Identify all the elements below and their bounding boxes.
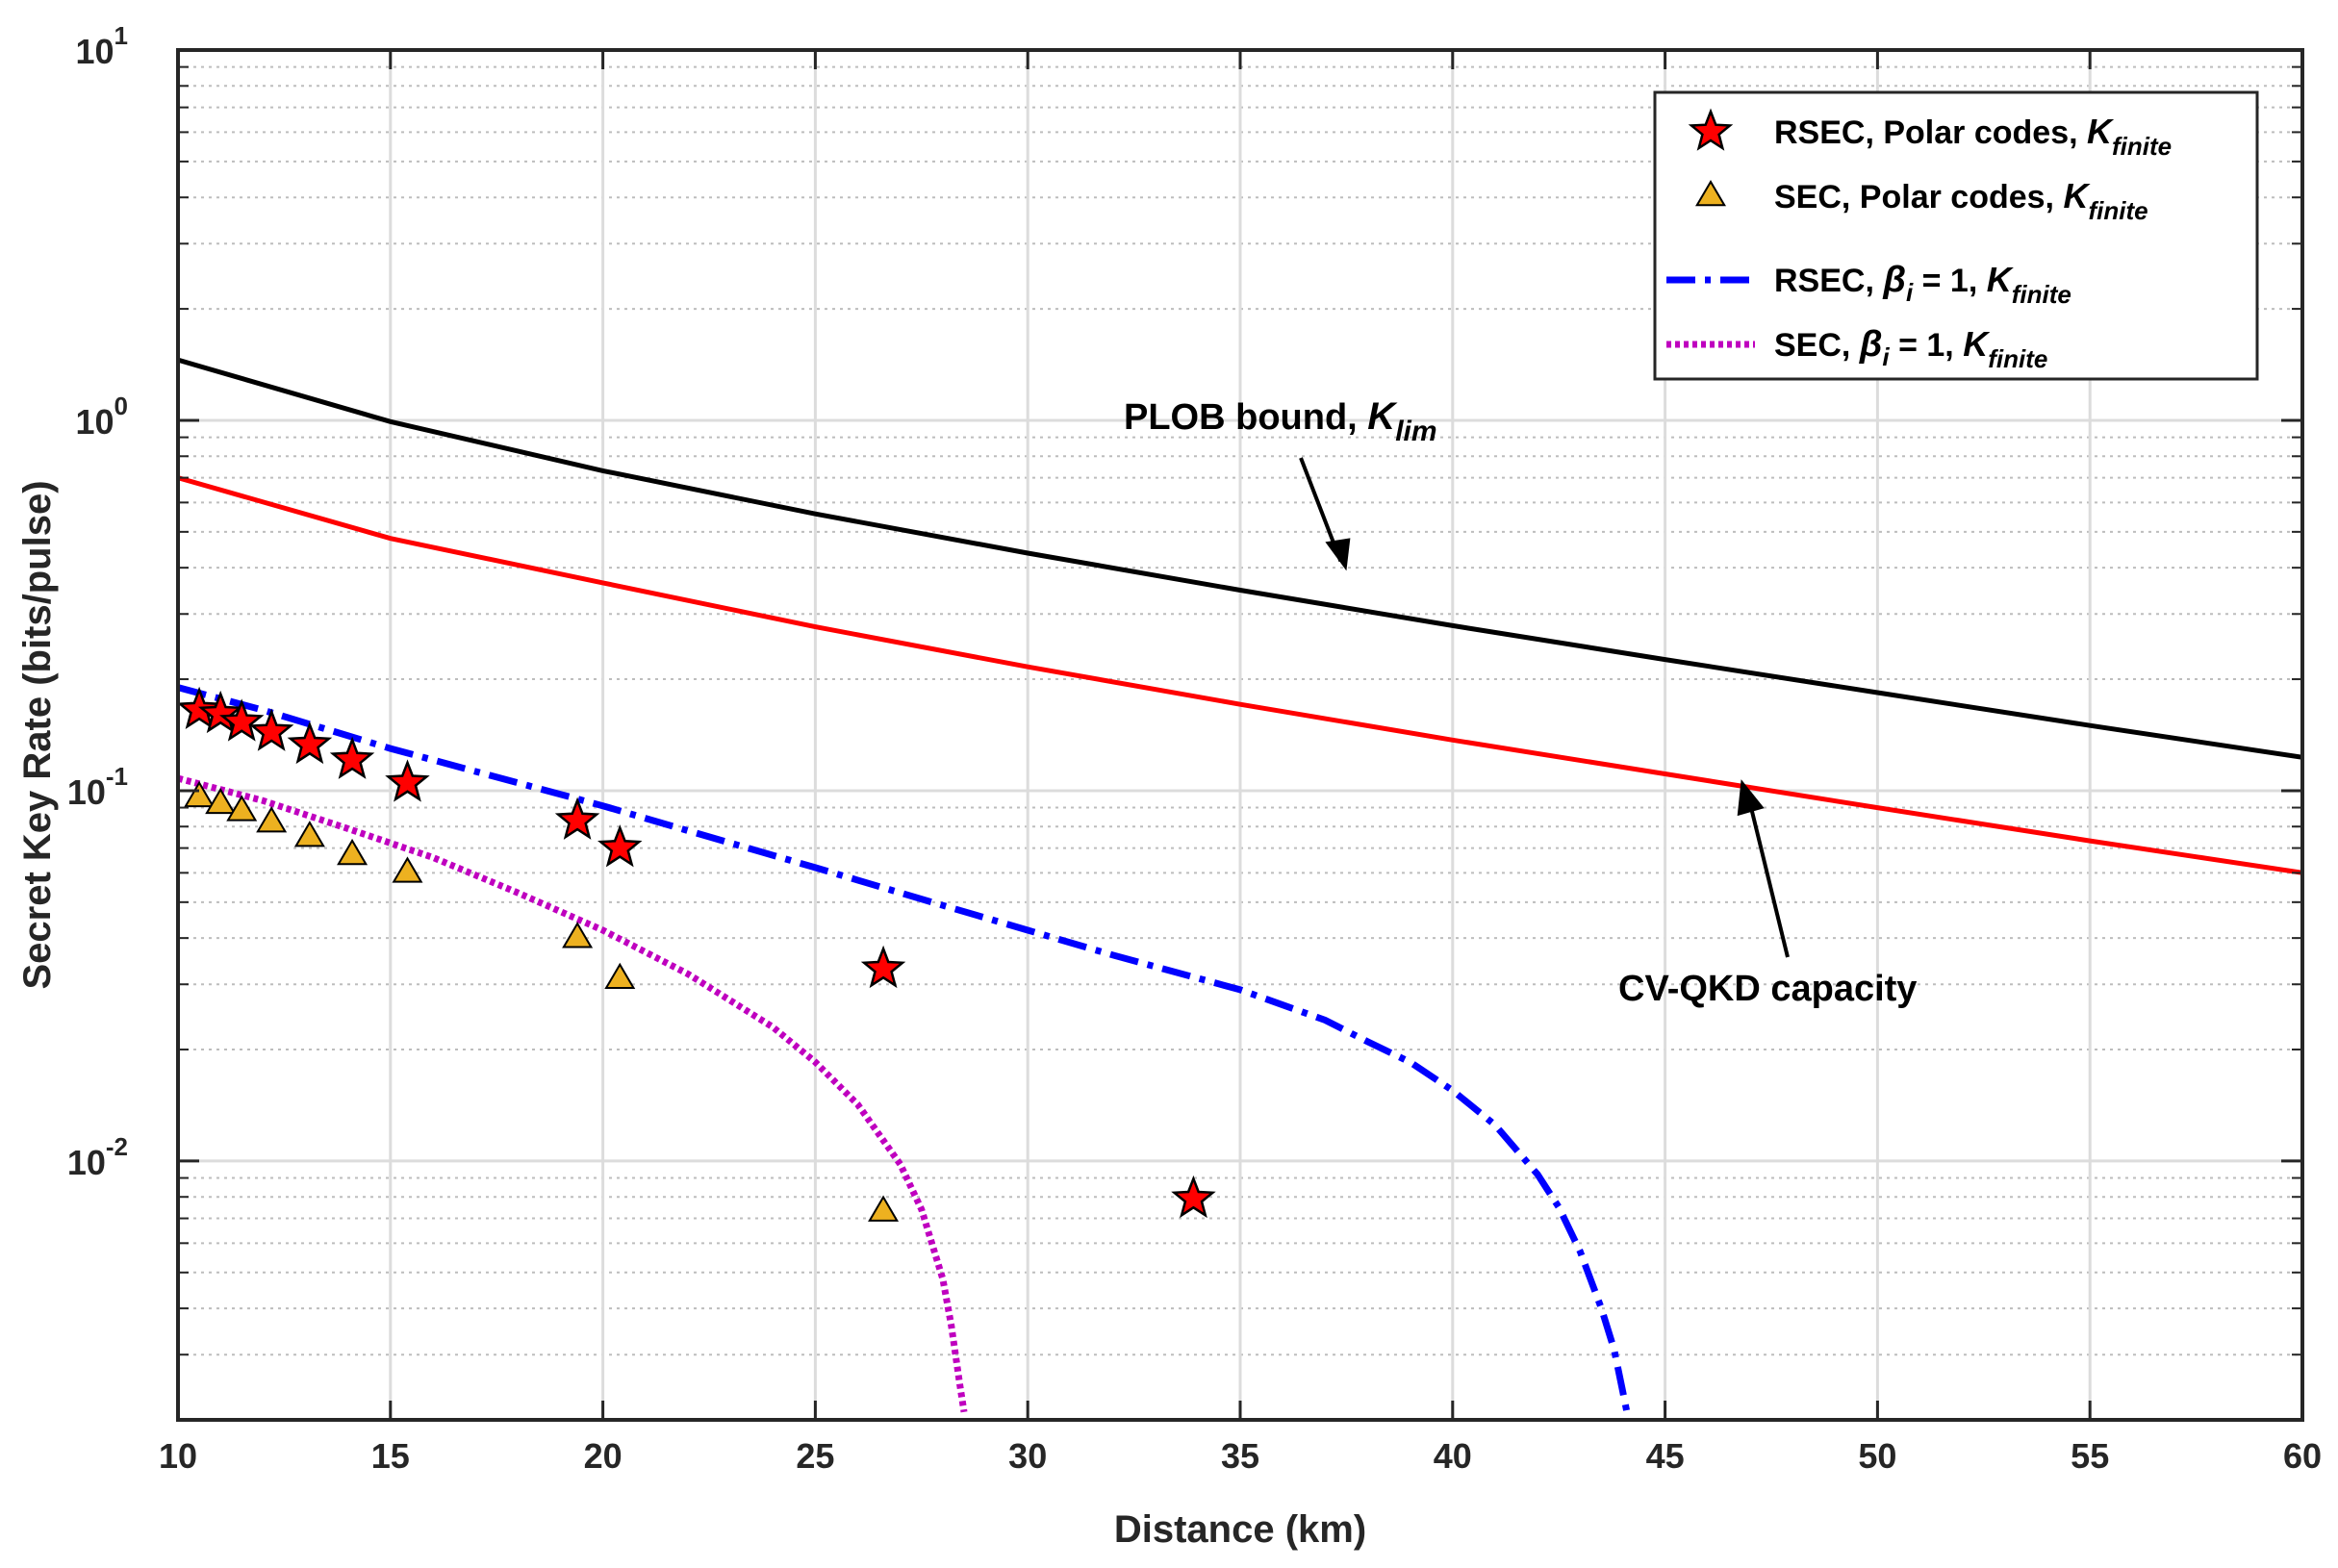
sec-polar-triangle-marker (184, 780, 216, 808)
rsec-polar-star-marker (197, 690, 243, 734)
sec-polar-triangle-marker (256, 806, 288, 833)
rsec-polar-star-marker (554, 797, 600, 840)
sec-polar-triangle-marker (392, 856, 423, 883)
x-tick-label: 45 (1646, 1436, 1685, 1476)
sec-polar-triangle-marker (562, 922, 594, 948)
rsec-polar-star-marker (597, 824, 643, 868)
axis-ticks: 10 15 20 25 30 35 40 45 50 55 60 101 100 10-1 10-2 (67, 21, 2322, 1476)
y-axis-label: Secret Key Rate (bits/pulse) (16, 480, 59, 989)
rsec-polar-star-marker (248, 708, 294, 751)
x-axis-label: Distance (km) (1114, 1508, 1366, 1551)
series-line-0 (178, 357, 2302, 760)
series-line-3 (178, 774, 968, 1413)
sec-polar-triangle-marker (868, 1195, 900, 1222)
series-line-1 (178, 475, 2302, 875)
y-tick-label: 10-1 (67, 762, 128, 812)
rsec-polar-star-marker (385, 759, 430, 802)
x-tick-label: 30 (1008, 1436, 1047, 1476)
legend-entry-3: SEC, βi = 1, Kfinite (1774, 324, 2047, 373)
rsec-polar-star-marker (287, 721, 333, 765)
x-tick-label: 50 (1858, 1436, 1896, 1476)
x-tick-label: 20 (584, 1436, 623, 1476)
rsec-polar-star-marker (218, 698, 265, 742)
legend-entry-2: RSEC, βi = 1, Kfinite (1774, 260, 2071, 309)
x-tick-label: 40 (1434, 1436, 1472, 1476)
legend-box (1653, 90, 2259, 381)
legend-entry-1: SEC, Polar codes, Kfinite (1774, 176, 2148, 225)
series-line-2 (178, 684, 1631, 1413)
x-tick-label: 25 (796, 1436, 834, 1476)
capacity-arrow-head (1737, 779, 1765, 817)
sec-polar-triangle-marker (226, 795, 258, 822)
legend: RSEC, Polar codes, Kfinite SEC, Polar cod… (1653, 90, 2259, 381)
rsec-polar-star-marker (1171, 1175, 1216, 1219)
series-layer (176, 357, 2302, 1413)
annotation-layer: PLOB bound, Klim CV-QKD capacity (1124, 395, 1917, 1009)
legend-entry-0: RSEC, Polar codes, Kfinite (1774, 112, 2172, 161)
rsec-polar-star-marker (860, 945, 906, 989)
legend-triangle-marker (1695, 180, 1726, 207)
sec-polar-triangle-marker (205, 787, 237, 815)
legend-star-marker (1688, 108, 1734, 151)
y-tick-label: 101 (75, 21, 128, 71)
x-tick-label: 10 (159, 1436, 197, 1476)
plob-bound-annotation: PLOB bound, Klim (1124, 395, 1437, 447)
y-tick-label: 10-2 (67, 1132, 128, 1182)
y-tick-label: 100 (75, 392, 128, 442)
x-tick-label: 15 (371, 1436, 410, 1476)
x-tick-label: 35 (1221, 1436, 1259, 1476)
capacity-arrow-shaft (1748, 805, 1790, 958)
rsec-polar-star-marker (329, 736, 375, 779)
sec-polar-triangle-marker (604, 962, 636, 990)
rsec-polar-star-marker (176, 686, 222, 730)
sec-polar-triangle-marker (337, 838, 368, 866)
plob-arrow-head (1325, 538, 1351, 571)
cv-qkd-capacity-annotation: CV-QKD capacity (1618, 969, 1917, 1009)
sec-polar-triangle-marker (293, 821, 325, 847)
x-tick-label: 55 (2071, 1436, 2109, 1476)
x-tick-label: 60 (2283, 1436, 2322, 1476)
